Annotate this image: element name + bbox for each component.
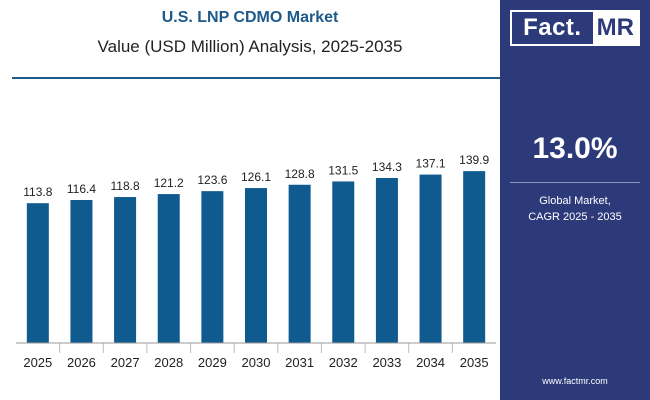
logo-text-mr: MR: [592, 12, 638, 44]
x-tick-label-2032: 2032: [329, 355, 358, 370]
factmr-logo: Fact. MR: [510, 10, 640, 46]
bar-chart: 113.8 2025 116.4 2026 118.8 2027 121.2 2028 123.…: [16, 153, 496, 370]
website-link[interactable]: www.factmr.com: [542, 376, 608, 386]
bar-2026: [70, 199, 93, 343]
x-tick-label-2033: 2033: [372, 355, 401, 370]
data-label-2035: 139.9: [459, 153, 489, 167]
cagr-label-line1: Global Market,: [539, 195, 611, 207]
bar-2032: [332, 181, 355, 343]
data-label-2027: 118.8: [111, 179, 140, 193]
x-tick-label-2035: 2035: [460, 355, 489, 370]
bar-2035: [463, 171, 486, 343]
data-label-2033: 134.3: [372, 160, 402, 174]
data-label-2030: 126.1: [241, 170, 271, 184]
data-label-2026: 116.4: [67, 182, 96, 196]
info-sidebar: Fact. MR 13.0% Global Market, CAGR 2025 …: [500, 0, 650, 400]
bar-2033: [375, 178, 398, 343]
bar-2029: [201, 191, 224, 343]
data-label-2034: 137.1: [416, 157, 446, 171]
bar-2025: [26, 203, 49, 343]
data-label-2028: 121.2: [154, 176, 184, 190]
cagr-divider: [510, 182, 640, 183]
x-tick-label-2029: 2029: [198, 355, 227, 370]
data-label-2025: 113.8: [23, 185, 52, 199]
bar-2034: [419, 174, 442, 343]
cagr-label: Global Market, CAGR 2025 - 2035: [500, 193, 650, 225]
x-tick-label-2031: 2031: [285, 355, 314, 370]
logo-text-fact: Fact.: [523, 14, 582, 41]
x-tick-label-2030: 2030: [242, 355, 271, 370]
bar-2027: [114, 197, 137, 343]
data-label-2029: 123.6: [197, 173, 227, 187]
chart-panel: U.S. LNP CDMO Market Value (USD Million)…: [12, 9, 500, 370]
cagr-label-line2: CAGR 2025 - 2035: [528, 211, 622, 223]
data-label-2032: 131.5: [328, 163, 358, 177]
bar-2030: [245, 188, 267, 343]
x-tick-label-2028: 2028: [154, 355, 183, 370]
x-tick-label-2025: 2025: [23, 355, 52, 370]
chart-subtitle: Value (USD Million) Analysis, 2025-2035: [97, 37, 403, 56]
data-label-2031: 128.8: [285, 167, 315, 181]
x-tick-label-2027: 2027: [111, 355, 140, 370]
chart-title: U.S. LNP CDMO Market: [161, 9, 339, 26]
x-tick-label-2026: 2026: [67, 355, 96, 370]
x-tick-label-2034: 2034: [416, 355, 445, 370]
bar-2028: [157, 194, 180, 343]
bar-2031: [288, 184, 311, 343]
title-divider: [12, 77, 500, 79]
cagr-value: 13.0%: [532, 132, 618, 165]
